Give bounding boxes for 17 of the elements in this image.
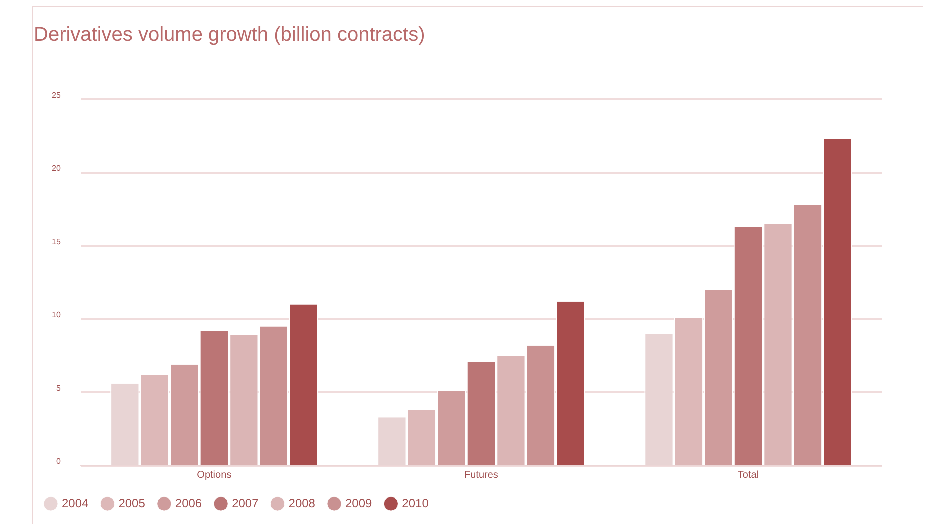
y-tick-label: 25	[52, 90, 62, 100]
y-tick-label: 10	[52, 310, 62, 320]
legend-label: 2005	[118, 496, 146, 510]
legend-label: 2007	[232, 496, 260, 510]
legend-label: 2006	[175, 496, 202, 510]
legend-label: 2009	[345, 496, 372, 510]
legend-label: 2010	[402, 496, 430, 510]
y-tick-label: 15	[52, 237, 62, 246]
chart-title: Derivatives volume growth (billion contracts)	[34, 24, 426, 47]
y-tick-label: 5	[56, 384, 62, 393]
legend-label: 2008	[288, 496, 316, 510]
y-tick-label: 0	[56, 457, 62, 466]
y-tick-label: 20	[52, 164, 62, 174]
x-tick-label: Options	[197, 470, 232, 481]
legend-label: 2004	[62, 496, 90, 510]
x-tick-label: Total	[738, 470, 760, 481]
x-tick-label: Futures	[464, 470, 498, 481]
